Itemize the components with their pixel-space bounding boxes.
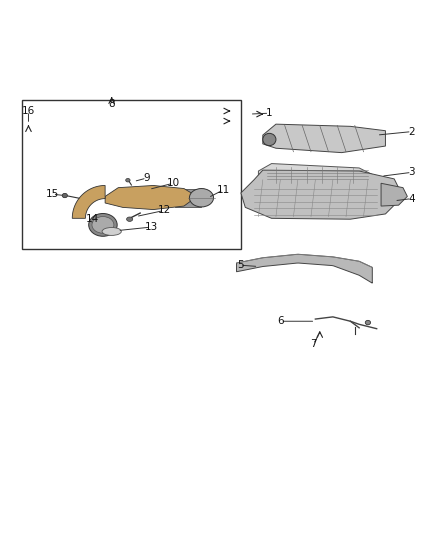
Text: 5: 5: [237, 260, 244, 270]
Text: 6: 6: [277, 316, 284, 326]
Text: 2: 2: [408, 127, 415, 136]
Text: 9: 9: [143, 173, 150, 183]
Text: 10: 10: [166, 178, 180, 188]
Bar: [22, 100, 241, 249]
Text: 11: 11: [217, 185, 230, 195]
Ellipse shape: [127, 217, 133, 221]
Polygon shape: [237, 254, 372, 283]
Text: 15: 15: [46, 189, 59, 199]
Polygon shape: [381, 183, 407, 206]
Ellipse shape: [190, 189, 214, 207]
Ellipse shape: [263, 133, 276, 146]
Ellipse shape: [102, 228, 121, 236]
Polygon shape: [263, 124, 385, 152]
Polygon shape: [105, 185, 197, 209]
Text: 1: 1: [266, 108, 273, 118]
Ellipse shape: [88, 214, 117, 236]
Ellipse shape: [92, 216, 114, 233]
Polygon shape: [258, 164, 372, 189]
Text: 8: 8: [108, 100, 115, 109]
Text: 12: 12: [158, 205, 171, 215]
Text: 14: 14: [85, 214, 99, 224]
Text: 7: 7: [310, 340, 317, 350]
Ellipse shape: [62, 193, 67, 198]
Text: 16: 16: [22, 106, 35, 116]
Text: 13: 13: [145, 222, 158, 232]
Bar: [175, 189, 201, 207]
Text: 3: 3: [408, 167, 415, 177]
Ellipse shape: [126, 179, 130, 182]
Polygon shape: [241, 170, 403, 219]
Ellipse shape: [365, 320, 371, 325]
Polygon shape: [72, 185, 105, 219]
Text: 4: 4: [408, 193, 415, 204]
